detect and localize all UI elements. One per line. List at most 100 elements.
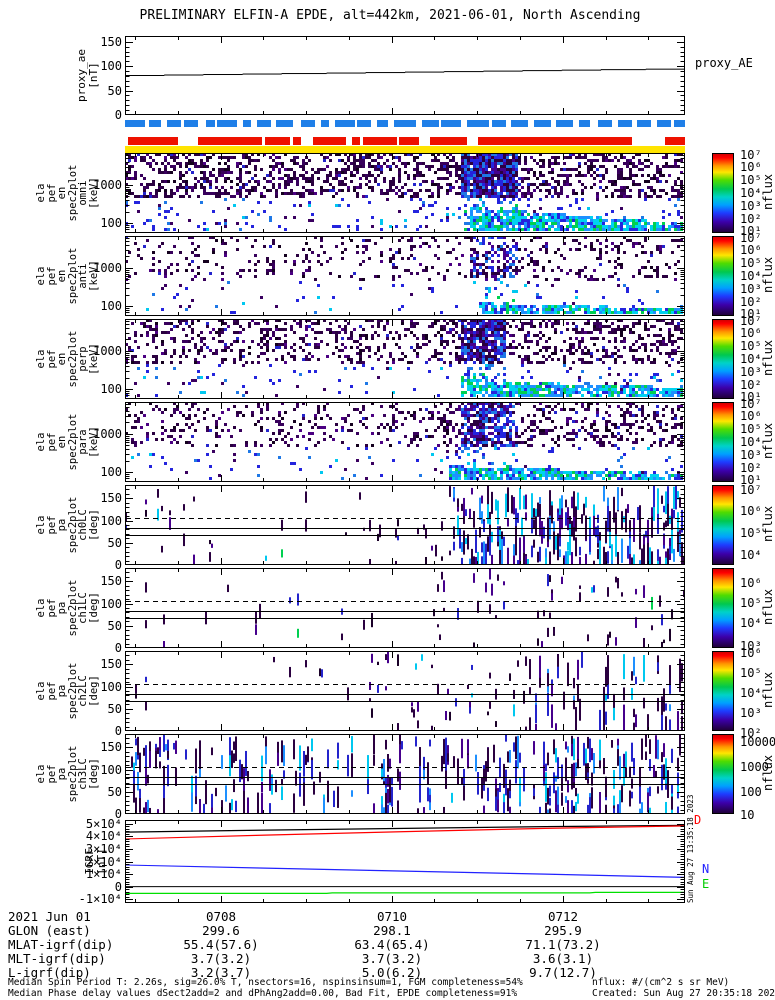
colorbar-tick-label: 10⁶	[740, 645, 762, 660]
plot-title: PRELIMINARY ELFIN-A EPDE, alt=442km, 202…	[139, 8, 641, 23]
colorbar-tick-label: 10⁷	[740, 396, 762, 411]
science-zone-bar-blue-segment	[183, 120, 198, 127]
colorbar-tick-label: 10²	[740, 211, 762, 226]
spec-ytick-label: 0	[114, 558, 122, 572]
science-zone-bar-red-segment	[312, 137, 347, 145]
meta-value: 5.0(6.2)	[361, 965, 423, 980]
igrf-ytick-label: 4×10⁴	[85, 829, 122, 844]
spec-ytick-label: 150	[100, 491, 122, 506]
proxy-ytick-label: 100	[100, 59, 122, 74]
science-zone-bar-blue-segment	[637, 120, 652, 127]
meta-value: 9.7(12.7)	[529, 965, 597, 980]
science-zone-bar-blue-segment	[491, 120, 506, 127]
colorbar-anti	[712, 236, 734, 316]
meta-row-label: GLON (east)	[8, 923, 91, 938]
spec-ytick-label: 100	[100, 465, 122, 480]
panel-ylabel-ch3LC: ela pef pa spec2plot ch3LC [deg]	[35, 745, 100, 803]
science-zone-bar-blue-segment	[148, 120, 162, 127]
meta-value: 71.1(73.2)	[525, 937, 601, 952]
colorbar-tick-label: 10⁶	[740, 409, 762, 424]
colorbar-title-anti: nflux	[761, 256, 775, 293]
spec-ytick-label: 100	[100, 596, 122, 611]
colorbar-tick-label: 10⁴	[740, 186, 762, 200]
proxy-ae-plot	[125, 36, 685, 115]
science-zone-bar-blue-segment	[673, 120, 685, 127]
spec-ytick-label: 50	[107, 701, 122, 716]
colorbar-tick-label: 10⁴	[740, 685, 762, 700]
footer-line2: Median Phase delay values dSect2add=2 an…	[8, 988, 518, 999]
colorbar-tick-label: 10⁶	[740, 160, 762, 175]
colorbar-tick-label: 10¹	[740, 224, 762, 239]
science-zone-bar-red-segment	[293, 137, 302, 145]
igrf-plot	[125, 820, 685, 903]
colorbar-tick-label: 10⁴	[740, 616, 762, 631]
igrf-ytick-label: -1×10⁴	[78, 892, 122, 907]
panel-ylabel-ch0LC: ela pef pa spec2plot ch0LC [deg]	[35, 496, 100, 554]
science-zone-bar-blue-segment	[125, 120, 145, 127]
colorbar-tick-label: 10³	[740, 705, 762, 720]
colorbar-title-ch1LC: nflux	[761, 588, 775, 625]
science-zone-bar-blue-segment	[466, 120, 489, 127]
igrf-ytick-label: 1×10⁴	[85, 867, 122, 882]
colorbar-tick-label: 10	[740, 807, 755, 822]
igrf-ytick-label: 3×10⁴	[85, 841, 122, 856]
colorbar-tick-label: 10⁵	[740, 596, 762, 611]
spec-ytick-label: 0	[114, 641, 122, 655]
colorbar-tick-label: 10⁶	[740, 326, 762, 341]
panel-ylabel-ch2LC: ela pef pa spec2plot ch2LC [deg]	[35, 662, 100, 720]
colorbar-tick-label: 10¹	[740, 390, 762, 405]
igrf-ytick-label: 5×10⁴	[85, 816, 122, 831]
proxy-ytick-label: 0	[114, 108, 122, 122]
footer-line1: Median Spin Period T: 2.26s, sig=26.0% T…	[8, 977, 523, 988]
science-zone-bar-red-segment	[265, 137, 291, 145]
colorbar-tick-label: 10⁶	[740, 504, 762, 519]
science-zone-bar-blue-segment	[217, 120, 237, 127]
meta-value: 63.4(65.4)	[354, 937, 430, 952]
colorbar-tick-label: 10¹	[740, 473, 762, 488]
science-zone-bar-blue-segment	[421, 120, 439, 127]
colorbar-tick-label: 10³	[740, 281, 762, 296]
colorbar-tick-label: 10³	[740, 638, 762, 653]
colorbar-title-ch0LC: nflux	[761, 505, 775, 542]
science-zone-bar-blue-segment	[617, 120, 632, 127]
science-zone-bar-red-segment	[665, 137, 685, 145]
science-zone-bar-yellow	[125, 146, 685, 153]
colorbar-omni	[712, 153, 734, 233]
colorbar-perp	[712, 319, 734, 399]
spectrogram-ch0LC	[125, 485, 685, 565]
colorbar-title-para: nflux	[761, 422, 775, 459]
panel-ylabel-para: ela pef en spec2plot para [keV]	[35, 413, 100, 471]
spec-ytick-label: 150	[100, 657, 122, 672]
side-timestamp: Sun Aug 27 13:35:18 2023	[686, 794, 695, 903]
proxy-ytick-label: 150	[100, 34, 122, 49]
colorbar-tick-label: 10⁴	[740, 269, 762, 283]
colorbar-tick-label: 10⁴	[740, 547, 762, 562]
colorbar-tick-label: 10⁶	[740, 243, 762, 258]
colorbar-tick-label: 10⁵	[740, 665, 762, 680]
meta-value: 0710	[376, 909, 408, 924]
science-zone-bar-yellow-segment	[125, 146, 685, 153]
meta-row-label: 2021 Jun 01	[8, 909, 91, 924]
spec-ytick-label: 100	[100, 216, 122, 231]
colorbar-tick-label: 10²	[740, 725, 762, 740]
spectrogram-anti	[125, 236, 685, 316]
colorbar-tick-label: 1000	[740, 759, 769, 774]
colorbar-tick-label: 10³	[740, 198, 762, 213]
colorbar-tick-label: 10²	[740, 294, 762, 309]
science-zone-bar-blue	[125, 120, 685, 127]
spec-ytick-label: 1000	[93, 426, 122, 441]
colorbar-tick-label: 10⁵	[740, 422, 762, 437]
science-zone-bar-red-segment	[127, 137, 179, 145]
spectrogram-para	[125, 402, 685, 482]
spectrogram-ch3LC	[125, 734, 685, 814]
spec-ytick-label: 1000	[93, 343, 122, 358]
colorbar-tick-label: 10⁴	[740, 352, 762, 366]
spectrogram-ch2LC	[125, 651, 685, 731]
science-zone-bar-red	[125, 137, 685, 145]
colorbar-tick-label: 10²	[740, 377, 762, 392]
footer-created: Created: Sun Aug 27 20:35:18 2023	[592, 988, 775, 999]
science-zone-bar-red-segment	[363, 137, 397, 145]
colorbar-title-ch2LC: nflux	[761, 671, 775, 708]
spec-ytick-label: 50	[107, 535, 122, 550]
